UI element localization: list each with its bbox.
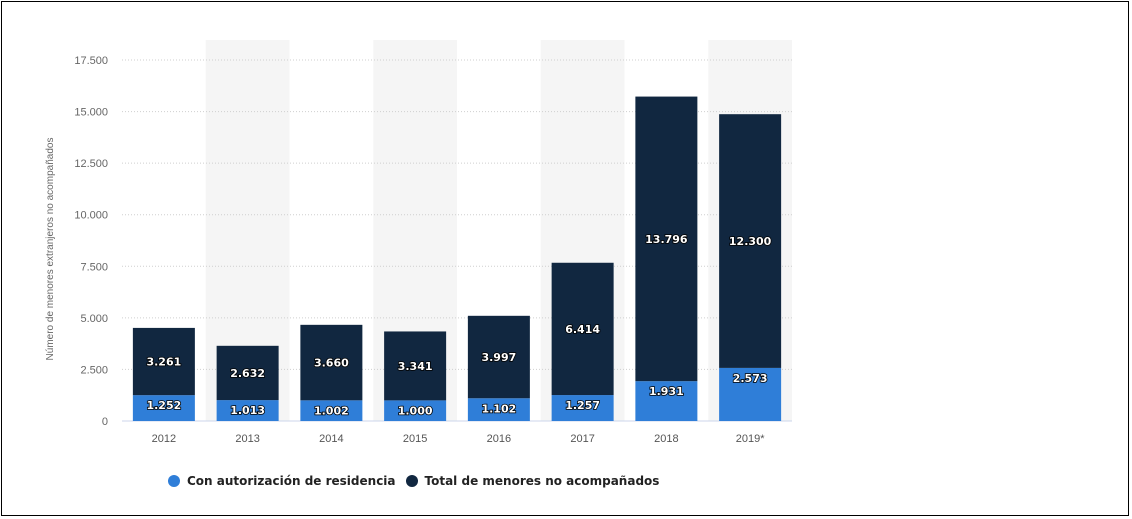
bar-residencia[interactable] <box>467 398 530 421</box>
data-label-total: 2.632 <box>230 367 265 380</box>
data-label-residencia: 2.573 <box>733 372 768 385</box>
bar-residencia[interactable] <box>551 395 614 421</box>
x-tick-label: 2017 <box>570 433 594 445</box>
chart-legend: Con autorización de residencia Total de … <box>168 474 669 488</box>
y-tick-label: 7.500 <box>80 261 108 273</box>
data-label-residencia: 1.252 <box>146 399 181 412</box>
data-label-residencia: 1.102 <box>481 402 516 415</box>
legend-marker-residencia <box>168 475 180 487</box>
bar-residencia[interactable] <box>300 400 363 421</box>
data-label-total: 6.414 <box>565 323 600 336</box>
legend-marker-total <box>405 475 418 487</box>
data-label-residencia: 1.013 <box>230 404 265 417</box>
x-tick-label: 2016 <box>487 433 511 445</box>
bar-residencia[interactable] <box>216 400 279 421</box>
x-tick-label: 2013 <box>235 433 259 445</box>
legend-item-total[interactable]: Total de menores no acompañados <box>405 474 660 488</box>
y-tick-label: 5.000 <box>80 313 108 325</box>
bar-residencia[interactable] <box>719 367 782 421</box>
data-label-residencia: 1.931 <box>649 385 684 398</box>
x-tick-label: 2015 <box>403 433 427 445</box>
data-label-total: 13.796 <box>645 233 688 246</box>
data-label-residencia: 1.257 <box>565 399 600 412</box>
y-tick-label: 17.500 <box>74 55 108 67</box>
bar-residencia[interactable] <box>384 400 447 421</box>
data-label-residencia: 1.000 <box>398 404 433 417</box>
x-tick-label: 2014 <box>319 433 343 445</box>
bar-total[interactable] <box>384 331 447 401</box>
bar-total[interactable] <box>719 114 782 368</box>
bar-total[interactable] <box>132 327 195 396</box>
data-label-residencia: 1.002 <box>314 404 349 417</box>
legend-item-residencia[interactable]: Con autorización de residencia <box>168 474 396 488</box>
y-tick-label: 2.500 <box>80 364 108 376</box>
legend-label-total: Total de menores no acompañados <box>424 474 660 488</box>
bar-residencia[interactable] <box>635 381 698 421</box>
x-tick-label: 2019* <box>736 433 765 445</box>
bar-total[interactable] <box>467 315 530 399</box>
bar-total[interactable] <box>300 324 363 401</box>
data-label-total: 3.341 <box>398 360 433 373</box>
bar-total[interactable] <box>551 262 614 396</box>
x-tick-label: 2012 <box>152 433 176 445</box>
y-tick-label: 10.000 <box>74 210 108 222</box>
data-label-total: 12.300 <box>729 235 772 248</box>
data-label-total: 3.660 <box>314 357 349 370</box>
y-tick-label: 0 <box>102 416 108 428</box>
bar-residencia[interactable] <box>132 395 195 421</box>
x-tick-label: 2018 <box>654 433 678 445</box>
y-tick-label: 15.000 <box>74 107 108 119</box>
data-label-total: 3.261 <box>146 356 181 369</box>
data-label-total: 3.997 <box>481 351 516 364</box>
bar-total[interactable] <box>216 345 279 401</box>
legend-label-residencia: Con autorización de residencia <box>187 474 396 488</box>
bar-total[interactable] <box>635 96 698 382</box>
y-axis-label: Número de menores extranjeros no acompañ… <box>45 138 56 361</box>
y-tick-label: 12.500 <box>74 158 108 170</box>
